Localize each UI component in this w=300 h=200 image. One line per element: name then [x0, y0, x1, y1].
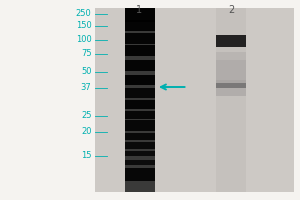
- Bar: [124, 120, 154, 131]
- Bar: [124, 111, 154, 119]
- Text: 37: 37: [81, 83, 92, 92]
- Text: 20: 20: [81, 128, 92, 136]
- Text: 150: 150: [76, 21, 91, 30]
- Bar: [124, 75, 154, 85]
- Bar: [124, 88, 154, 98]
- Bar: [124, 84, 154, 124]
- Bar: [124, 8, 154, 22]
- Bar: [94, 8, 294, 192]
- Bar: [124, 45, 154, 56]
- Bar: [124, 60, 154, 71]
- Bar: [124, 142, 154, 149]
- Text: 50: 50: [81, 68, 92, 76]
- Bar: [216, 52, 246, 96]
- Bar: [124, 20, 154, 31]
- Text: 1: 1: [136, 5, 142, 15]
- Bar: [216, 60, 246, 88]
- Bar: [124, 100, 154, 109]
- Text: 250: 250: [76, 9, 91, 19]
- Bar: [124, 8, 154, 192]
- Bar: [124, 133, 154, 140]
- Bar: [216, 83, 246, 88]
- Bar: [216, 35, 246, 47]
- Bar: [124, 33, 154, 44]
- Bar: [124, 168, 154, 181]
- Text: 15: 15: [81, 152, 92, 160]
- Bar: [216, 8, 246, 192]
- Text: 100: 100: [76, 36, 91, 45]
- Text: 25: 25: [81, 111, 92, 120]
- Bar: [124, 160, 154, 165]
- Bar: [124, 151, 154, 156]
- Text: 75: 75: [81, 49, 92, 58]
- Text: 2: 2: [228, 5, 234, 15]
- Bar: [216, 80, 246, 96]
